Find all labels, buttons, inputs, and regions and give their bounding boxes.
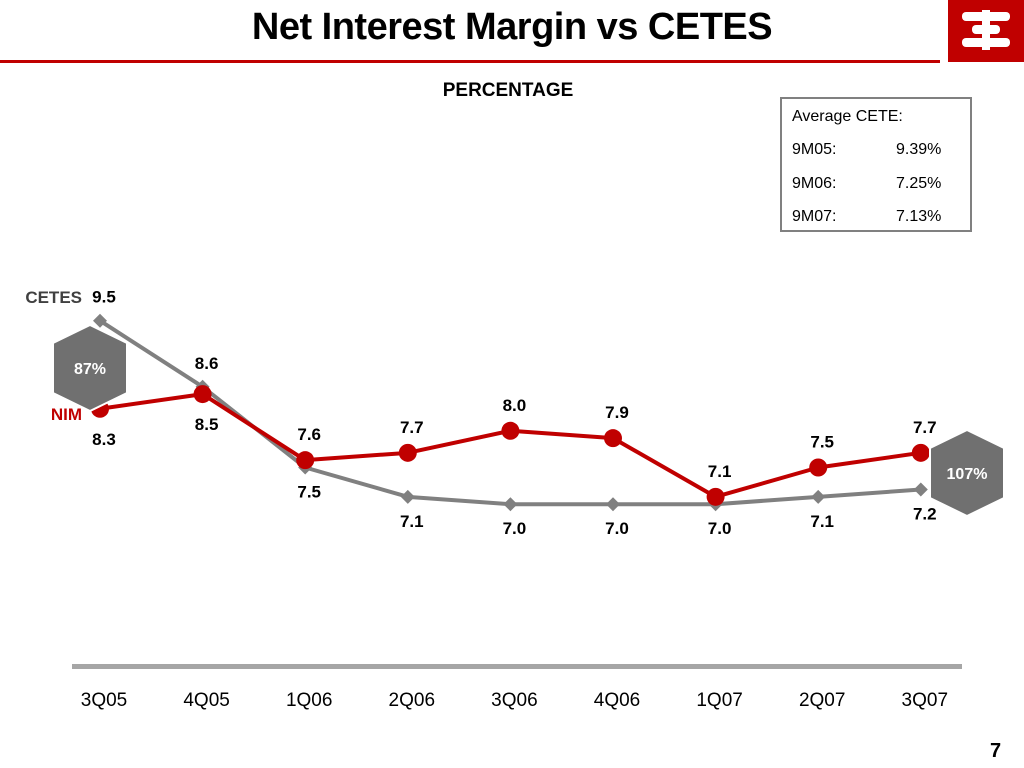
x-tick-label: 3Q06 [491, 690, 537, 711]
nim-value-label: 7.6 [297, 425, 321, 444]
x-tick-label: 4Q06 [594, 690, 640, 711]
nim-data-point [911, 443, 930, 462]
nim-value-label: 8.3 [92, 430, 116, 449]
info-value: 7.13% [896, 208, 942, 225]
x-tick-label: 2Q06 [389, 690, 435, 711]
nim-value-label: 7.7 [400, 418, 424, 437]
cetes-value-label: 8.6 [195, 354, 219, 373]
nim-cetes-ratio-badge-start-label: 87% [74, 361, 106, 378]
nim-data-point [809, 458, 828, 477]
x-tick-label: 3Q07 [902, 690, 948, 711]
chart-subtitle: PERCENTAGE [442, 80, 574, 101]
cetes-value-label: 9.5 [92, 288, 116, 307]
nim-cetes-ratio-badge-end-shape [929, 428, 1005, 518]
cetes-data-point [93, 313, 107, 328]
nim-data-point [706, 487, 725, 506]
nim-data-point [296, 451, 315, 470]
info-box-title: Average CETE: [792, 108, 903, 125]
cetes-value-label: 7.0 [503, 519, 527, 538]
cetes-value-label: 7.1 [400, 512, 424, 531]
x-tick-label: 3Q05 [81, 690, 127, 711]
cetes-value-label: 7.5 [297, 483, 321, 502]
cetes-data-point [503, 497, 518, 512]
info-value: 7.25% [896, 175, 942, 192]
x-tick-label: 1Q07 [696, 690, 742, 711]
info-value: 9.39% [896, 141, 942, 158]
cetes-data-point [606, 497, 620, 512]
nim-value-label: 8.5 [195, 415, 219, 434]
x-tick-label: 2Q07 [799, 690, 845, 711]
info-period: 9M05: [792, 141, 837, 158]
nim-data-point [398, 443, 417, 462]
title-divider [0, 60, 940, 63]
cetes-value-label: 7.0 [605, 519, 629, 538]
page-number: 7 [990, 740, 1002, 762]
x-tick-label: 4Q05 [183, 690, 229, 711]
page-title: Net Interest Margin vs CETES [251, 6, 773, 48]
nim-value-label: 7.9 [605, 403, 629, 422]
info-period: 9M07: [792, 208, 837, 225]
cetes-legend-label: CETES [25, 288, 82, 307]
cetes-data-point [400, 489, 415, 504]
nim-value-label: 7.5 [810, 433, 834, 452]
x-tick-label: 1Q06 [286, 690, 332, 711]
cetes-value-label: 7.2 [913, 505, 937, 524]
cetes-data-point [811, 489, 826, 504]
cetes-value-label: 7.0 [708, 519, 732, 538]
nim-value-label: 8.0 [503, 396, 527, 415]
bank-logo-icon [948, 0, 1024, 62]
nim-value-label: 7.7 [913, 418, 937, 437]
nim-data-point [501, 421, 520, 440]
nim-data-point [193, 385, 212, 404]
nim-value-label: 7.1 [708, 462, 732, 481]
cetes-data-point [913, 482, 928, 497]
nim-legend-label: NIM [51, 405, 82, 424]
x-axis-line [72, 664, 962, 669]
nim-cetes-ratio-badge-end-label: 107% [947, 466, 988, 483]
average-cete-box: Average CETE: 9M05: 9.39% 9M06: 7.25% 9M… [780, 97, 972, 232]
nim-data-point [604, 429, 622, 448]
nim-cetes-ratio-badge-start-shape [52, 323, 128, 413]
info-period: 9M06: [792, 175, 837, 192]
cetes-value-label: 7.1 [810, 512, 834, 531]
